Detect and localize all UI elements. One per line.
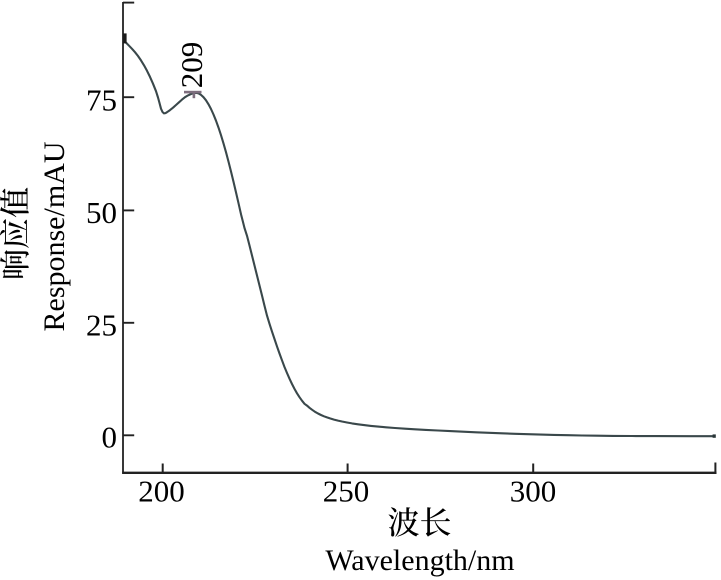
svg-text:Response/mAU: Response/mAU bbox=[38, 141, 71, 331]
svg-text:300: 300 bbox=[510, 474, 557, 509]
svg-text:75: 75 bbox=[86, 83, 117, 118]
svg-text:200: 200 bbox=[138, 474, 185, 509]
svg-text:50: 50 bbox=[86, 195, 117, 230]
svg-text:25: 25 bbox=[86, 308, 117, 343]
svg-text:Wavelength/nm: Wavelength/nm bbox=[325, 544, 514, 577]
svg-text:209: 209 bbox=[174, 42, 209, 89]
svg-text:0: 0 bbox=[102, 419, 118, 454]
svg-text:250: 250 bbox=[323, 474, 370, 509]
